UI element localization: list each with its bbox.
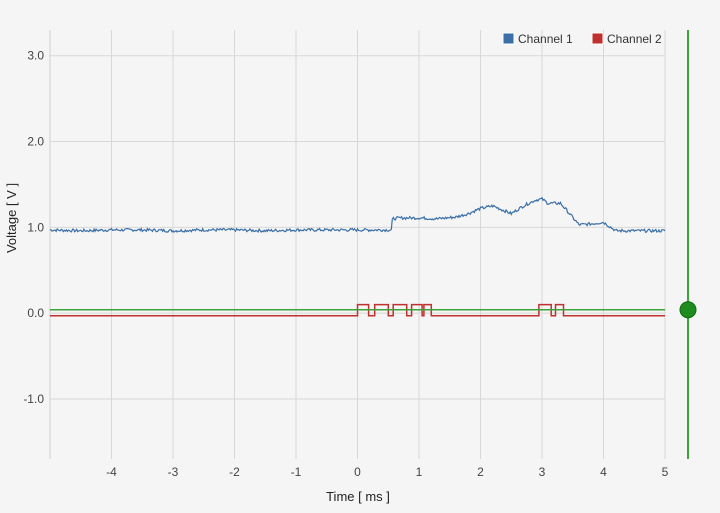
legend-swatch-channel-2	[591, 32, 604, 45]
x-tick-label: 1	[416, 465, 423, 479]
series-line-channel-2	[50, 303, 665, 317]
legend-label-channel-1: Channel 1	[518, 32, 573, 46]
legend-item-channel-2[interactable]: Channel 2	[591, 32, 662, 46]
x-tick-label: 3	[539, 465, 546, 479]
x-tick-label: -2	[229, 465, 240, 479]
x-tick-label: -4	[106, 465, 117, 479]
grid	[49, 30, 666, 459]
legend-swatch-channel-1	[502, 32, 515, 45]
x-tick-label: 2	[477, 465, 484, 479]
x-tick-label: 0	[354, 465, 361, 479]
y-tick-label: 1.0	[27, 220, 44, 234]
x-axis-title: Time [ ms ]	[326, 489, 390, 504]
x-tick-label: 4	[600, 465, 607, 479]
x-tick-label: 5	[662, 465, 669, 479]
legend-label-channel-2: Channel 2	[607, 32, 662, 46]
tick-labels: -4 -3 -2 -1 0 1 2 3 4 5 3.0 2.0 1.0 0.0 -1.0	[23, 49, 668, 479]
y-tick-label: 3.0	[27, 49, 44, 63]
y-tick-label: -1.0	[23, 392, 44, 406]
series-layer	[49, 196, 666, 317]
legend-item-channel-1[interactable]: Channel 1	[502, 32, 573, 46]
y-axis-title: Voltage [ V ]	[4, 183, 19, 253]
y-tick-label: 2.0	[27, 135, 44, 149]
x-tick-label: -3	[168, 465, 179, 479]
x-tick-label: -1	[291, 465, 302, 479]
y-tick-label: 0.0	[27, 306, 44, 320]
series-line-channel-1	[49, 196, 666, 234]
trigger-level-handle[interactable]	[679, 301, 697, 319]
legend[interactable]: Channel 1 Channel 2	[502, 32, 662, 46]
